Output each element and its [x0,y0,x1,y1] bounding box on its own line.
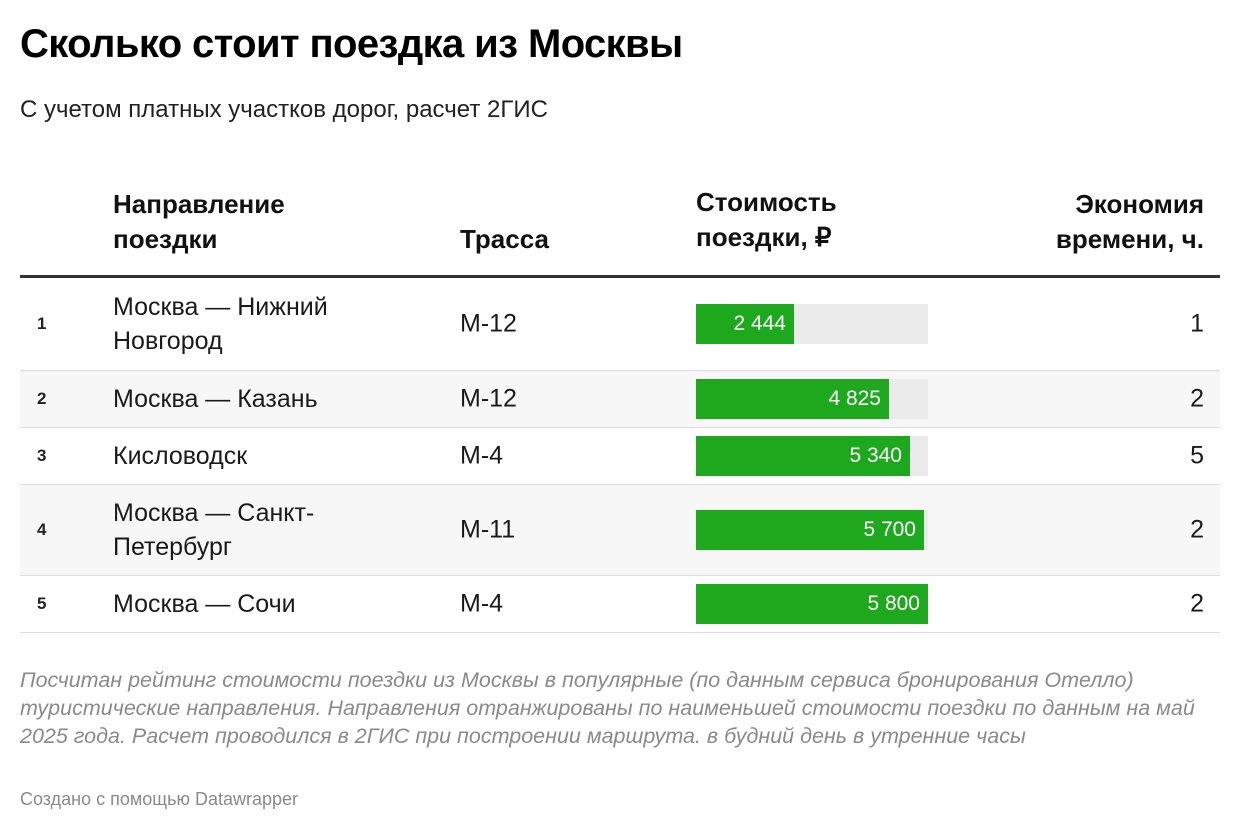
row-road: М-11 [460,515,516,544]
cost-bar: 5 700 [696,510,924,550]
row-direction: Кисловодск [113,442,248,470]
cost-bar: 5 800 [696,584,928,624]
cost-bar: 5 340 [696,436,910,476]
row-road: М-12 [460,384,517,413]
table-row: 5 Москва — Сочи М-4 5 800 2 [20,576,1220,633]
chart-subtitle: С учетом платных участков дорог, расчет … [20,96,548,123]
cost-bar-track: 4 825 [696,379,928,419]
table-row: 4 Москва — Санкт-Петербург М-11 5 700 2 [20,485,1220,576]
chart-title: Сколько стоит поездка из Москвы [20,22,683,66]
cost-bar-label: 2 444 [733,312,786,335]
cost-bar-track: 5 800 [696,584,928,624]
row-rank: 2 [37,389,47,408]
table-body: 1 Москва — Нижний Новгород М-12 2 444 1 2 Моск… [20,278,1220,633]
cost-bar-label: 5 340 [849,444,902,467]
chart-notes: Посчитан рейтинг стоимости поездки из Мо… [20,668,1195,748]
row-saving: 2 [1190,515,1204,544]
column-header-saving[interactable]: Экономия времени, ч. [1055,189,1204,254]
row-saving: 2 [1190,589,1204,618]
cost-bar: 4 825 [696,379,889,419]
cost-bar-label: 5 800 [867,592,920,615]
cost-bar-label: 4 825 [828,387,881,410]
row-rank: 4 [37,520,47,539]
row-direction: Москва — Казань [113,385,318,413]
cost-bar-track: 5 340 [696,436,928,476]
row-rank: 3 [37,446,47,465]
row-road: М-4 [460,441,504,470]
table-header: Направление поездки Трасса Стоимость пое… [20,175,1220,278]
cost-bar-track: 5 700 [696,510,928,550]
row-direction: Москва — Санкт-Петербург [113,499,315,561]
row-saving: 5 [1190,441,1204,470]
cost-bar: 2 444 [696,304,794,344]
column-header-cost[interactable]: Стоимость поездки, ₽ [696,187,837,252]
row-saving: 1 [1190,309,1204,338]
row-direction: Москва — Сочи [113,590,296,618]
row-road: М-12 [460,309,517,338]
row-rank: 5 [37,594,47,613]
cost-bar-label: 5 700 [863,518,916,541]
row-road: М-4 [460,589,504,618]
row-direction: Москва — Нижний Новгород [113,293,328,355]
row-rank: 1 [37,314,47,333]
column-header-direction[interactable]: Направление поездки [113,189,285,254]
cost-bar-track: 2 444 [696,304,928,344]
table-row: 2 Москва — Казань М-12 4 825 2 [20,371,1220,428]
table-row: 1 Москва — Нижний Новгород М-12 2 444 1 [20,278,1220,371]
table-row: 3 Кисловодск М-4 5 340 5 [20,428,1220,485]
chart-credit[interactable]: Создано с помощью Datawrapper [20,789,299,809]
data-table: Направление поездки Трасса Стоимость пое… [20,175,1220,633]
row-saving: 2 [1190,384,1204,413]
column-header-road[interactable]: Трасса [460,224,549,254]
